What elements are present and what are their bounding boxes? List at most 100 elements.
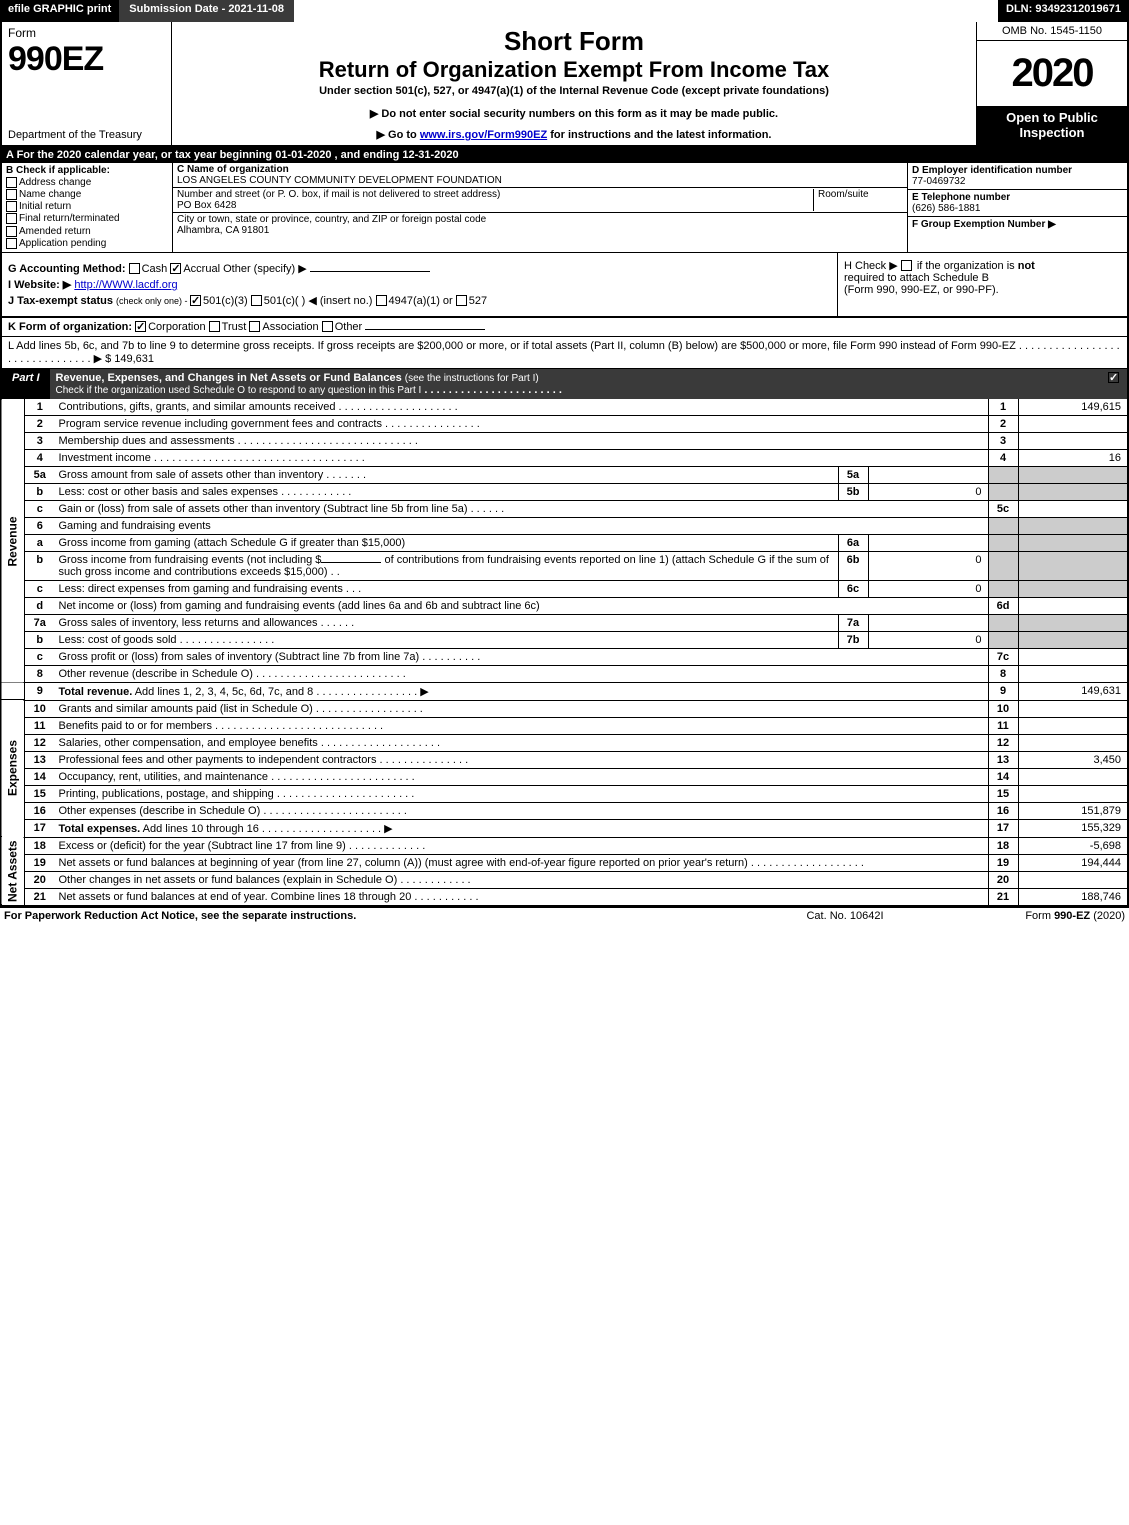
line-12-value [1018,734,1128,751]
line-17: 17 Total expenses. Add lines 10 through … [1,819,1128,837]
line-13: 13 Professional fees and other payments … [1,751,1128,768]
line-5b: b Less: cost or other basis and sales ex… [1,483,1128,500]
line-5a-value [868,466,988,483]
line-7b: b Less: cost of goods sold . . . . . . .… [1,631,1128,648]
check-amended-return[interactable]: Amended return [6,226,168,237]
c-label: C Name of organization [177,164,289,175]
part-i-schedule-o-check[interactable] [1102,369,1127,399]
form-header-right: OMB No. 1545-1150 2020 Open to Public In… [977,22,1127,145]
check-application-pending[interactable]: Application pending [6,238,168,249]
part-i-title: Revenue, Expenses, and Changes in Net As… [50,369,1102,399]
line-14: 14 Occupancy, rent, utilities, and maint… [1,768,1128,785]
street-label: Number and street (or P. O. box, if mail… [177,189,500,200]
org-name: LOS ANGELES COUNTY COMMUNITY DEVELOPMENT… [177,175,502,186]
l-gross-receipts: L Add lines 5b, 6c, and 7b to line 9 to … [0,337,1129,369]
line-4: 4 Investment income . . . . . . . . . . … [1,449,1128,466]
paperwork-notice: For Paperwork Reduction Act Notice, see … [4,910,745,922]
website-link[interactable]: http://WWW.lacdf.org [74,279,177,291]
other-specify-field[interactable] [310,271,430,272]
line-5c: c Gain or (loss) from sale of assets oth… [1,500,1128,517]
section-bcdef: B Check if applicable: Address change Na… [0,163,1129,252]
check-h[interactable] [901,260,912,271]
h-check-box: H Check ▶ if the organization is not req… [837,253,1127,316]
line-21-value: 188,746 [1018,888,1128,905]
line-6a-value [868,534,988,551]
line-6c-value: 0 [868,580,988,597]
e-phone-label: E Telephone number [912,192,1010,203]
line-6d-value [1018,597,1128,614]
ein-value: 77-0469732 [912,176,965,187]
line-6a: a Gross income from gaming (attach Sched… [1,534,1128,551]
form-header: Form 990EZ Department of the Treasury Sh… [0,22,1129,147]
check-527[interactable] [456,295,467,306]
line-15: 15 Printing, publications, postage, and … [1,785,1128,802]
k-form-of-org: K Form of organization: Corporation Trus… [0,318,1129,337]
check-name-change[interactable]: Name change [6,189,168,200]
check-accrual[interactable] [170,263,181,274]
line-4-value: 16 [1018,449,1128,466]
efile-print-label[interactable]: efile GRAPHIC print [0,0,119,22]
line-7b-value: 0 [868,631,988,648]
line-20-value [1018,871,1128,888]
line-7a-value [868,614,988,631]
line-7a: 7a Gross sales of inventory, less return… [1,614,1128,631]
line-19-value: 194,444 [1018,854,1128,871]
check-4947[interactable] [376,295,387,306]
other-org-field[interactable] [365,329,485,330]
line-11-value [1018,717,1128,734]
check-cash[interactable] [129,263,140,274]
line-5a: 5a Gross amount from sale of assets othe… [1,466,1128,483]
expenses-sidebar: Expenses [1,700,25,837]
check-trust[interactable] [209,321,220,332]
line-18: Net Assets 18 Excess or (deficit) for th… [1,837,1128,854]
d-ein-label: D Employer identification number [912,165,1072,176]
goto-post: for instructions and the latest informat… [547,129,771,141]
do-not-enter-text: ▶ Do not enter social security numbers o… [178,107,970,120]
check-501c[interactable] [251,295,262,306]
i-website: I Website: ▶ http://WWW.lacdf.org [8,278,831,291]
g-accounting-method: G Accounting Method: Cash Accrual Other … [8,262,831,275]
org-street: PO Box 6428 [177,200,236,211]
check-address-change[interactable]: Address change [6,177,168,188]
revenue-sidebar: Revenue [1,399,25,683]
under-section-text: Under section 501(c), 527, or 4947(a)(1)… [178,85,970,97]
line-10: Expenses 10 Grants and similar amounts p… [1,700,1128,717]
line-2-value [1018,415,1128,432]
short-form-title: Short Form [178,26,970,57]
department-label: Department of the Treasury [8,129,165,141]
line-1-value: 149,615 [1018,399,1128,416]
line-8-value [1018,665,1128,682]
check-other[interactable] [322,321,333,332]
goto-instructions: ▶ Go to www.irs.gov/Form990EZ for instru… [178,128,970,141]
line-6b-value: 0 [868,551,988,580]
check-501c3[interactable] [190,295,201,306]
check-corporation[interactable] [135,321,146,332]
line-6b: b Gross income from fundraising events (… [1,551,1128,580]
line-3-value [1018,432,1128,449]
line-6c: c Less: direct expenses from gaming and … [1,580,1128,597]
l-amount: $ 149,631 [105,353,154,365]
form-number: 990EZ [8,40,103,78]
line-17-value: 155,329 [1018,819,1128,837]
check-initial-return[interactable]: Initial return [6,201,168,212]
return-title: Return of Organization Exempt From Incom… [178,57,970,83]
line-2: 2 Program service revenue including gove… [1,415,1128,432]
c-name-address-column: C Name of organization LOS ANGELES COUNT… [172,163,907,252]
line-15-value [1018,785,1128,802]
line-10-value [1018,700,1128,717]
line-5b-value: 0 [868,483,988,500]
line-16: 16 Other expenses (describe in Schedule … [1,802,1128,819]
irs-link[interactable]: www.irs.gov/Form990EZ [420,129,547,141]
check-association[interactable] [249,321,260,332]
part-i-table: Revenue 1 Contributions, gifts, grants, … [0,399,1129,906]
line-8: 8 Other revenue (describe in Schedule O)… [1,665,1128,682]
open-to-public: Open to Public Inspection [977,106,1127,145]
check-final-return[interactable]: Final return/terminated [6,213,168,224]
line-6b-contrib-field[interactable] [321,562,381,563]
netassets-sidebar: Net Assets [1,837,25,905]
line-3: 3 Membership dues and assessments . . . … [1,432,1128,449]
form-header-left: Form 990EZ Department of the Treasury [2,22,172,145]
form-header-center: Short Form Return of Organization Exempt… [172,22,977,145]
line-21: 21 Net assets or fund balances at end of… [1,888,1128,905]
phone-value: (626) 586-1881 [912,203,980,214]
